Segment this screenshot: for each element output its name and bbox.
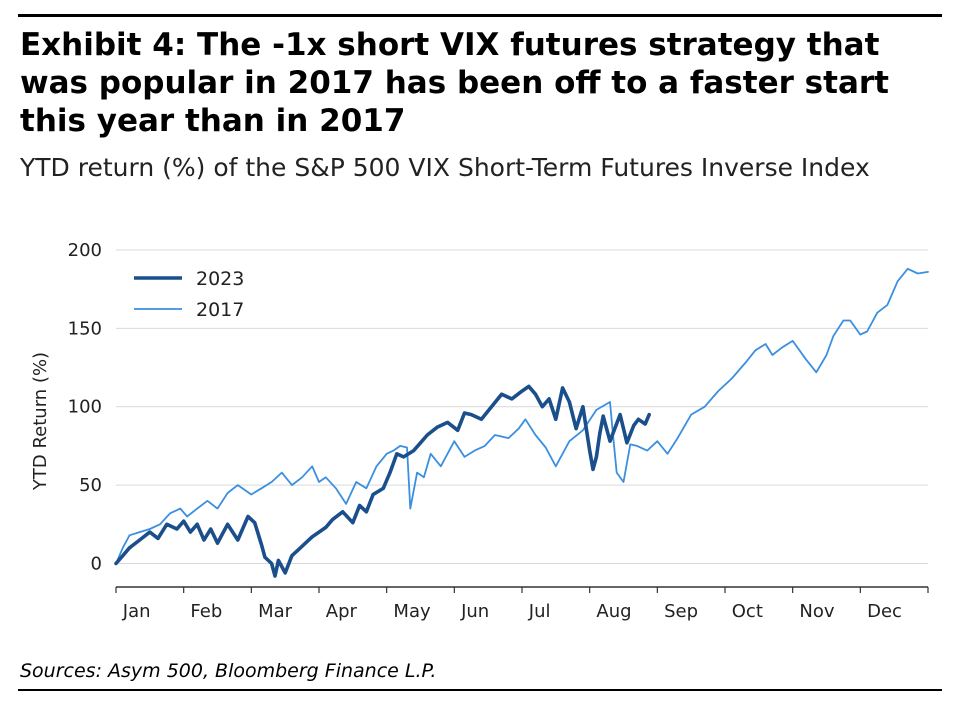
y-tick-label: 0 [91,553,102,574]
x-tick-label-dec: Dec [867,601,902,622]
exhibit-title: Exhibit 4: The -1x short VIX futures str… [20,27,889,139]
x-tick-label-aug: Aug [596,601,631,622]
legend-label-2023: 2023 [196,268,244,290]
source-note: Sources: Asym 500, Bloomberg Finance L.P… [20,660,437,682]
x-tick-label-oct: Oct [732,601,763,622]
x-tick-label-jul: Jul [528,601,551,622]
x-tick-label-feb: Feb [190,601,222,622]
line-chart: 0 50 100 150 200 Jan Feb Mar Apr May Jun Jul Aug Sep O… [30,240,929,622]
x-tick-label-jan: Jan [122,601,151,622]
x-tick-label-sep: Sep [664,601,698,622]
legend: 2023 2017 [134,268,244,321]
y-tick-label: 50 [79,475,102,496]
x-tick-label-jun: Jun [460,601,489,622]
x-tick-label-nov: Nov [799,601,834,622]
y-tick-label: 100 [68,397,102,418]
y-tick-label: 200 [68,240,102,261]
series-line-2017 [115,267,929,565]
series-line-2023 [114,384,652,578]
series-layer [114,267,929,578]
legend-label-2017: 2017 [196,299,244,321]
x-tick-label-apr: Apr [326,601,358,622]
axis-layer: 0 50 100 150 200 Jan Feb Mar Apr May Jun Jul Aug Sep O… [68,240,929,622]
y-axis-label: YTD Return (%) [30,352,51,491]
bottom-rule [18,689,942,691]
y-tick-label: 150 [68,318,102,339]
grid-layer [116,249,928,564]
x-tick-label-may: May [393,601,431,622]
top-rule [18,14,942,17]
chart-subtitle: YTD return (%) of the S&P 500 VIX Short-… [20,153,870,182]
x-tick-label-mar: Mar [258,601,293,622]
